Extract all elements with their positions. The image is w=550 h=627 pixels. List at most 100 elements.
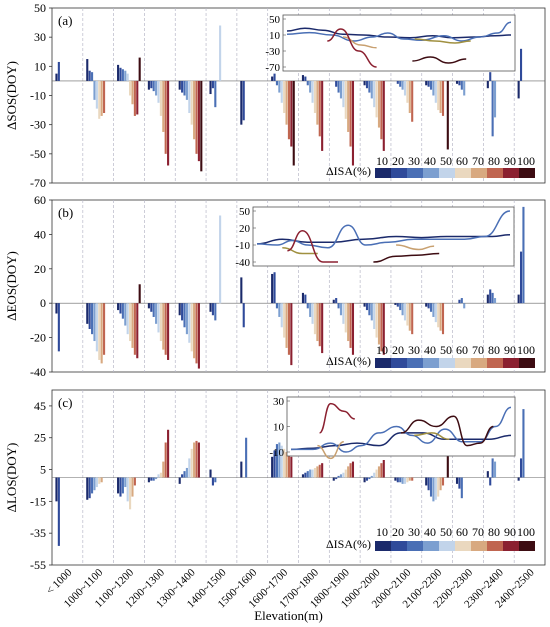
bar	[408, 303, 411, 331]
bar	[152, 477, 155, 481]
inset-y-tick-label: -40	[235, 257, 250, 269]
legend-level-label: 20	[392, 343, 404, 357]
bar	[427, 477, 430, 491]
bar	[408, 477, 411, 481]
bar	[285, 303, 288, 348]
bar	[271, 76, 274, 81]
legend-level-label: 10	[376, 525, 388, 539]
x-axis-label: Elevation(m)	[254, 608, 323, 623]
bar	[126, 73, 129, 81]
bar	[365, 80, 369, 89]
bar	[57, 61, 60, 81]
bar	[150, 303, 153, 312]
legend-level-label: 60	[456, 154, 468, 168]
bar	[285, 80, 288, 125]
bar	[432, 303, 435, 317]
bar	[370, 303, 373, 321]
bar	[195, 80, 198, 154]
bar	[306, 471, 309, 478]
bar	[290, 80, 293, 147]
inset-line	[414, 38, 471, 44]
bar	[280, 80, 283, 103]
bar	[455, 477, 459, 484]
legend-swatch	[503, 168, 519, 178]
bar	[159, 472, 162, 478]
bar	[162, 461, 165, 478]
inset-line	[287, 230, 338, 263]
bar	[285, 452, 288, 478]
bar	[183, 80, 186, 96]
legend-swatch	[487, 541, 503, 551]
bar	[190, 303, 193, 352]
inset-y-tick-label: -10	[269, 447, 284, 459]
bar	[57, 477, 60, 546]
bar	[131, 80, 134, 105]
bar	[439, 80, 442, 113]
bar	[373, 303, 376, 329]
bar	[380, 303, 383, 352]
bar	[368, 80, 371, 93]
legend-swatch	[439, 168, 455, 178]
legend-level-label: 80	[488, 525, 500, 539]
bar	[460, 477, 463, 499]
legend-swatch	[519, 358, 535, 368]
bar	[240, 277, 243, 304]
bar	[190, 80, 193, 125]
legend-level-label: 90	[504, 343, 516, 357]
bar	[185, 80, 188, 100]
bar	[321, 80, 324, 151]
bar	[121, 477, 124, 494]
legend-level-label: 40	[424, 343, 436, 357]
bar	[86, 477, 89, 500]
bar	[458, 80, 461, 86]
bar	[425, 477, 428, 486]
legend-swatch	[487, 168, 503, 178]
bar	[86, 59, 89, 81]
legend-swatch	[407, 541, 423, 551]
bar	[363, 80, 366, 86]
bar	[100, 477, 103, 483]
bar	[86, 303, 89, 324]
legend-swatch	[471, 541, 487, 551]
inset-line	[256, 210, 511, 249]
bar	[181, 303, 184, 321]
bar	[394, 477, 397, 481]
legend-swatch	[439, 541, 455, 551]
legend-level-label: 30	[408, 343, 420, 357]
bar	[195, 303, 198, 364]
bar	[301, 292, 305, 304]
bar	[290, 303, 293, 366]
inset-line	[412, 56, 467, 64]
bar	[313, 80, 317, 113]
bar	[337, 303, 340, 309]
bar	[522, 206, 525, 304]
bar	[162, 303, 165, 350]
panel-a: 50 30 10 -10 -30 -50 -70 ΔSOS(DOY) (a) 50 10 -30 -70…	[4, 1, 546, 190]
y-tick-label: -20	[30, 331, 46, 345]
bar	[429, 477, 433, 497]
bar	[211, 80, 214, 89]
bar	[129, 303, 132, 342]
bar	[88, 477, 91, 499]
bar	[335, 477, 338, 480]
bar	[219, 25, 222, 81]
y-tick-label: 30	[34, 30, 46, 44]
bar	[368, 303, 371, 316]
bar	[88, 70, 91, 81]
inset-line	[327, 28, 377, 68]
bar	[427, 303, 430, 309]
bar	[411, 477, 414, 481]
panel-label: (b)	[58, 205, 73, 220]
bar	[188, 458, 191, 478]
bar	[133, 303, 136, 355]
inset-y-tick-label: -10	[235, 240, 250, 252]
legend-swatch	[471, 358, 487, 368]
legend-swatch	[519, 541, 535, 551]
bar	[193, 303, 196, 359]
bar	[93, 303, 96, 342]
legend-swatch	[375, 358, 391, 368]
bar	[273, 450, 276, 478]
bar	[280, 303, 283, 328]
bar	[164, 303, 167, 355]
bar	[432, 80, 435, 96]
